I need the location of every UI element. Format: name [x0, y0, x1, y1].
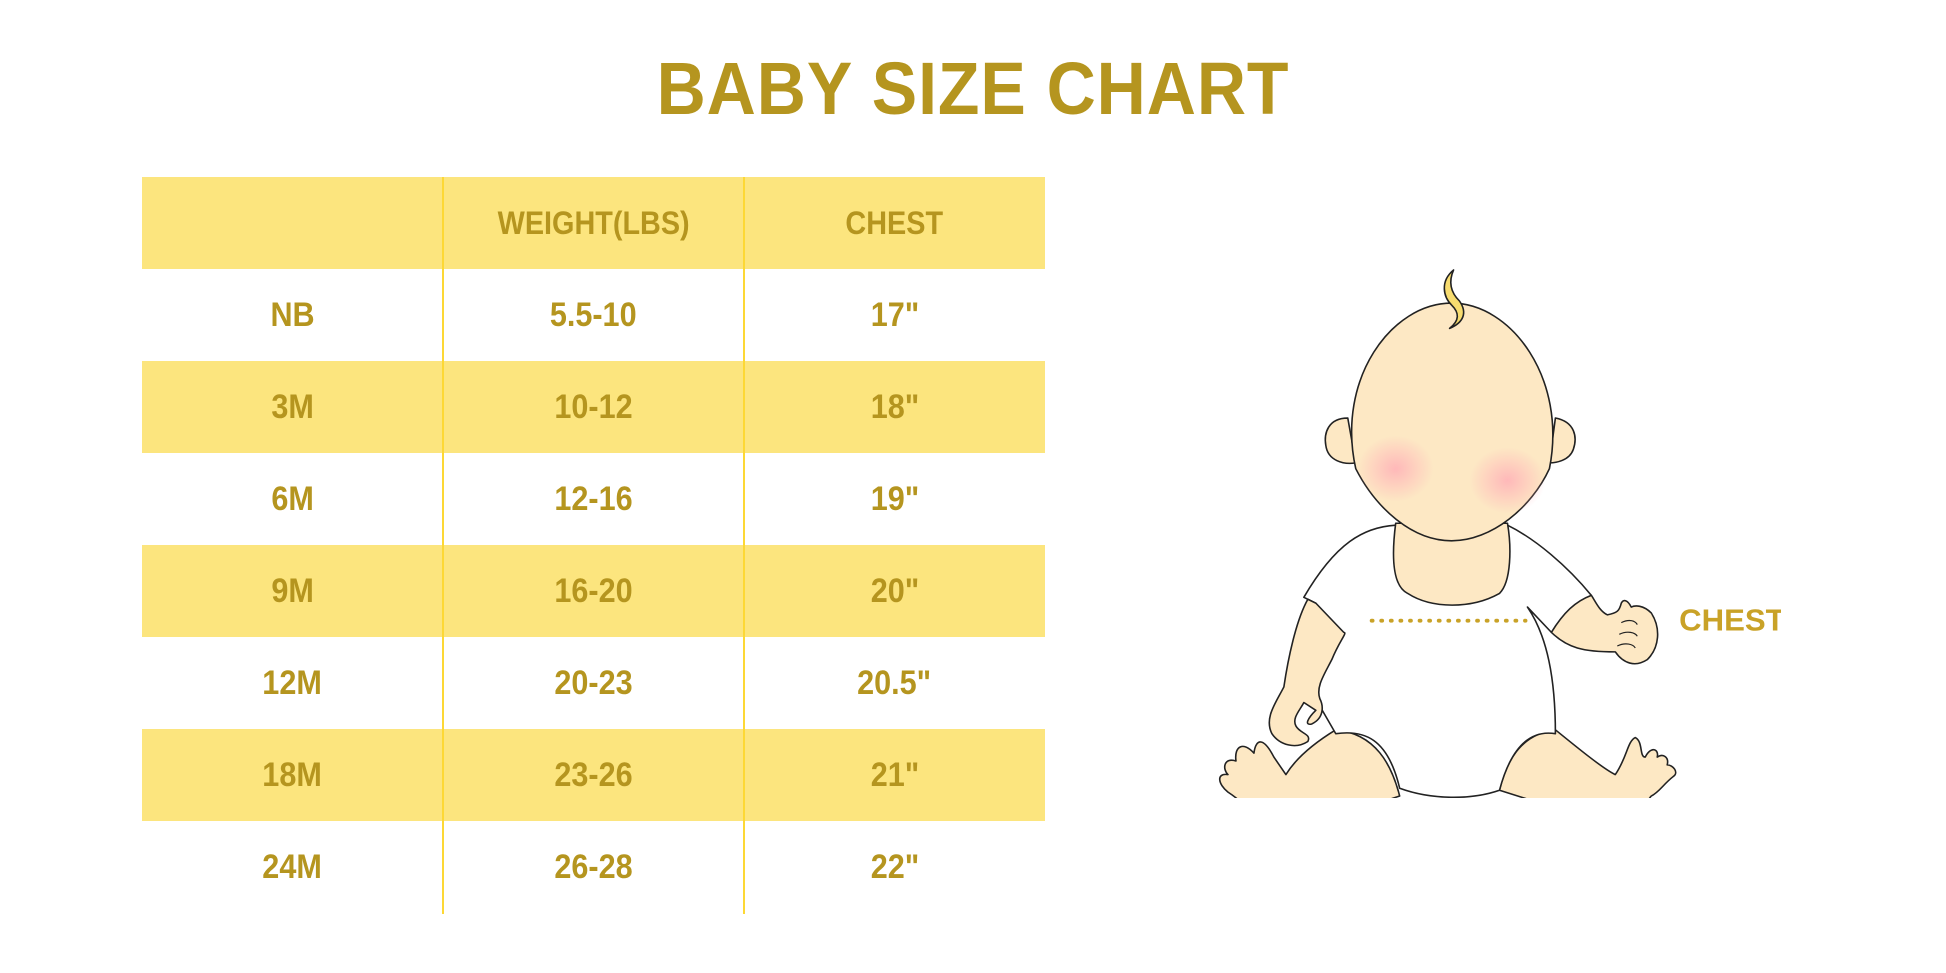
weight-cell: 10-12: [554, 387, 633, 426]
size-cell: 12M: [262, 663, 323, 702]
header-cell: [142, 177, 443, 269]
size-cell: NB: [270, 295, 315, 334]
baby-illustration: CHEST: [1218, 269, 1781, 798]
left-cheek: [1357, 435, 1434, 502]
hair-tuft: [1443, 269, 1465, 330]
table-row: 9M 16-20 20": [142, 545, 1045, 637]
size-cell: 9M: [271, 571, 314, 610]
left-foot: [1218, 729, 1401, 798]
page-title: BABY SIZE CHART: [656, 47, 1290, 130]
chest-cell: 21": [870, 755, 919, 794]
table-row: NB 5.5-10 17": [142, 269, 1045, 361]
header-cell: WEIGHT(LBS): [497, 204, 690, 241]
neck: [1392, 522, 1511, 606]
weight-cell: 5.5-10: [550, 295, 637, 334]
weight-cell: 12-16: [554, 479, 633, 518]
right-foot: [1498, 729, 1677, 798]
chest-cell: 18": [870, 387, 919, 426]
right-cheek: [1469, 447, 1546, 514]
size-cell: 3M: [271, 387, 314, 426]
table-row: 24M 26-28 22": [142, 821, 1045, 913]
weight-cell: 16-20: [554, 571, 633, 610]
chest-cell: 22": [870, 847, 919, 886]
right-arm: [1550, 594, 1659, 665]
size-cell: 18M: [262, 755, 323, 794]
table-row: 12M 20-23 20.5": [142, 637, 1045, 729]
chest-label: CHEST: [1679, 603, 1781, 638]
weight-cell: 26-28: [554, 847, 633, 886]
column-divider: [442, 177, 444, 914]
header-cell: CHEST: [845, 204, 944, 241]
size-table: WEIGHT(LBS) CHEST NB 5.5-10 17" 3M 10-12 18" 6…: [142, 177, 1045, 913]
table-row: 3M 10-12 18": [142, 361, 1045, 453]
chest-cell: 20": [870, 571, 919, 610]
weight-cell: 20-23: [554, 663, 633, 702]
chest-cell: 19": [870, 479, 919, 518]
weight-cell: 23-26: [554, 755, 633, 794]
size-cell: 24M: [262, 847, 323, 886]
right-ear: [1548, 417, 1576, 464]
chest-cell: 20.5": [857, 663, 932, 702]
size-cell: 6M: [271, 479, 314, 518]
table-header: WEIGHT(LBS) CHEST: [142, 177, 1045, 269]
chest-cell: 17": [870, 295, 919, 334]
table-row: 6M 12-16 19": [142, 453, 1045, 545]
table-row: 18M 23-26 21": [142, 729, 1045, 821]
column-divider: [743, 177, 745, 914]
left-ear: [1324, 417, 1357, 465]
left-arm: [1268, 598, 1346, 747]
